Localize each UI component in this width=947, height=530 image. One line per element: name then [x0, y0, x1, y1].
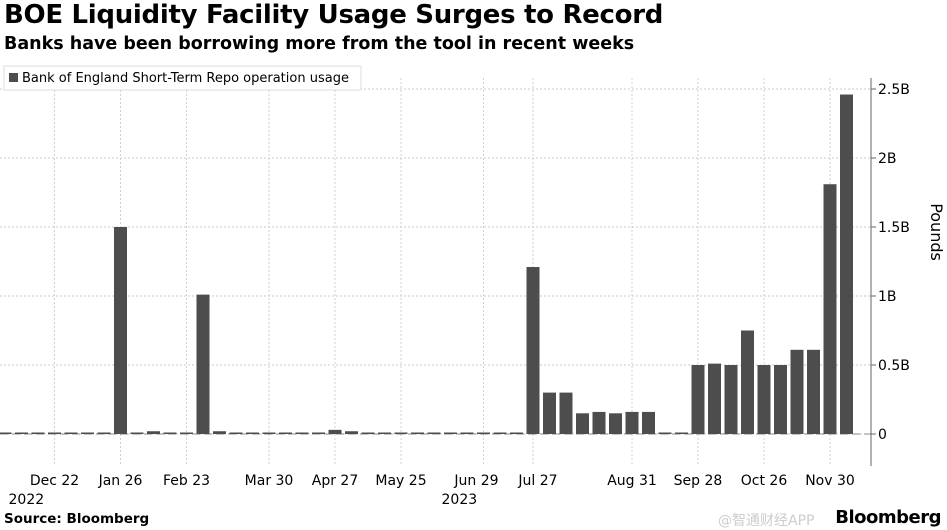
- bar: [625, 411, 639, 434]
- bar: [64, 432, 78, 434]
- x-tick-label: Jul 27: [517, 473, 557, 489]
- x-tick-label: Jan 26: [98, 473, 143, 489]
- bar: [378, 432, 391, 434]
- bar: [262, 432, 276, 434]
- bar: [15, 432, 28, 434]
- bloomberg-logo: Bloomberg: [835, 507, 941, 528]
- bar: [493, 432, 507, 434]
- bar: [675, 432, 688, 434]
- source-note: Source: Bloomberg: [4, 511, 150, 527]
- bar: [328, 429, 342, 434]
- bar: [114, 227, 127, 434]
- bar: [345, 431, 358, 434]
- bar: [807, 349, 820, 434]
- bar: [460, 432, 474, 434]
- x-tick-label: Aug 31: [607, 473, 657, 489]
- y-tick-label: 2.5B: [878, 82, 910, 98]
- bar: [31, 432, 45, 434]
- bar: [642, 411, 655, 434]
- bar: [361, 432, 375, 434]
- bar: [444, 432, 457, 434]
- bar: [576, 413, 589, 434]
- x-tick-label: Jun 29: [453, 473, 498, 489]
- x-tick-label: Sep 28: [674, 473, 723, 489]
- bar: [163, 432, 177, 434]
- y-tick-label: 1B: [878, 289, 897, 305]
- x-tick-label: Oct 26: [741, 473, 788, 489]
- bar: [213, 431, 226, 434]
- x-tick-label: Feb 23: [163, 473, 210, 489]
- bar: [477, 432, 490, 434]
- bar: [724, 365, 738, 434]
- chart-subtitle: Banks have been borrowing more from the …: [4, 34, 635, 54]
- y-tick-label: 0: [878, 427, 887, 443]
- bar: [774, 365, 787, 434]
- bar: [48, 432, 61, 434]
- bar: [411, 432, 424, 434]
- bar: [180, 432, 193, 434]
- bar: [823, 184, 837, 434]
- x-year-label: 2023: [442, 492, 478, 508]
- x-tick-label: Apr 27: [312, 473, 358, 489]
- bar: [658, 432, 672, 434]
- bar: [757, 365, 771, 434]
- bar: [196, 294, 210, 434]
- bar: [510, 432, 523, 434]
- bar: [312, 432, 325, 434]
- x-tick-label: May 25: [375, 473, 426, 489]
- bar: [246, 432, 259, 434]
- bar: [427, 432, 441, 434]
- x-year-label: 2022: [9, 492, 45, 508]
- bar: [394, 432, 408, 434]
- bar: [295, 432, 309, 434]
- x-tick-label: Nov 30: [805, 473, 855, 489]
- y-tick-label: 1.5B: [878, 220, 910, 236]
- bar: [229, 432, 243, 434]
- watermark: @智通财经APP: [718, 513, 815, 529]
- bar: [81, 432, 94, 434]
- legend-box: [3, 65, 362, 91]
- legend-swatch: [9, 73, 18, 82]
- bar: [130, 432, 144, 434]
- y-tick-label: 0.5B: [878, 358, 910, 374]
- bar: [559, 392, 573, 434]
- bar: [592, 411, 606, 434]
- bar: [543, 392, 556, 434]
- bar: [840, 94, 853, 435]
- y-tick-label: 2B: [878, 151, 897, 167]
- bar: [708, 363, 721, 434]
- bar: [0, 432, 12, 434]
- y-axis-title: Pounds: [927, 203, 946, 261]
- bar: [741, 330, 754, 434]
- legend-label: Bank of England Short-Term Repo operatio…: [22, 71, 349, 86]
- x-tick-label: Mar 30: [245, 473, 294, 489]
- x-tick-label: Dec 22: [30, 473, 79, 489]
- bar: [691, 365, 705, 434]
- bar: [147, 431, 160, 434]
- bar: [526, 267, 540, 434]
- bar: [790, 349, 804, 434]
- chart-title: BOE Liquidity Facility Usage Surges to R…: [4, 0, 664, 30]
- bar: [97, 432, 111, 434]
- bar: [609, 413, 622, 434]
- bar: [279, 432, 292, 434]
